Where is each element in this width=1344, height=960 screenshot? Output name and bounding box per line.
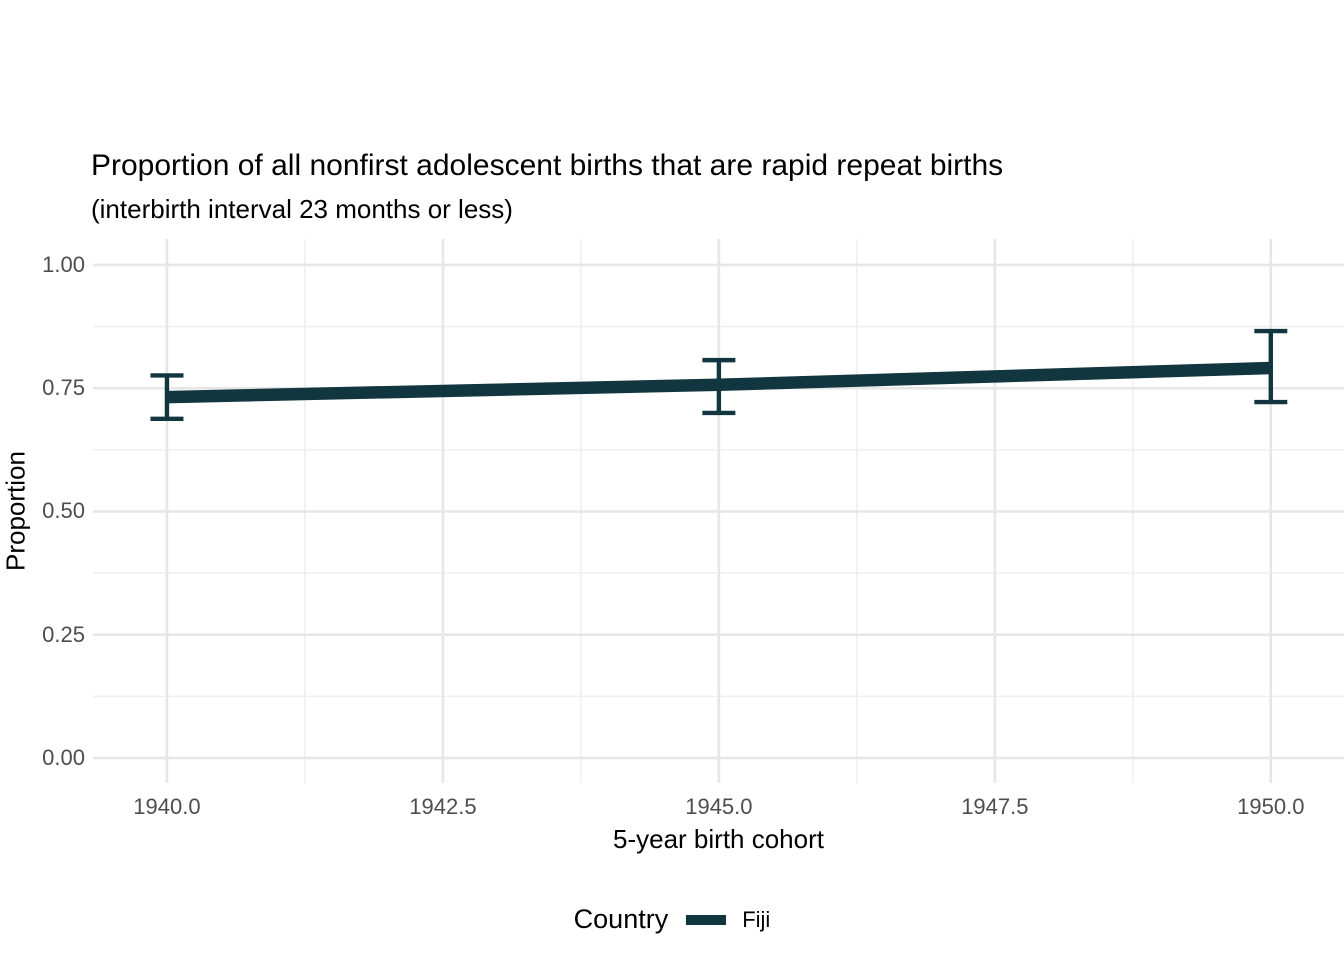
x-tick-label: 1940.0 [133, 794, 201, 819]
x-axis-title: 5-year birth cohort [613, 824, 824, 854]
legend-key-line [686, 914, 727, 925]
chart-title: Proportion of all nonfirst adolescent bi… [91, 149, 1004, 182]
y-tick-label: 0.25 [42, 621, 85, 647]
legend-label-fiji: Fiji [742, 906, 771, 932]
x-tick-label: 1950.0 [1237, 794, 1305, 819]
y-tick-label: 0.50 [42, 498, 85, 524]
x-tick-label: 1947.5 [961, 794, 1029, 819]
chart-subtitle: (interbirth interval 23 months or less) [91, 194, 513, 224]
x-tick-label: 1942.5 [409, 794, 477, 819]
y-tick-label: 0.00 [42, 745, 85, 770]
plot-panel [93, 239, 1344, 783]
chart-canvas [93, 239, 1344, 783]
legend: Country Fiji [0, 904, 1344, 935]
y-tick-label: 1.00 [42, 251, 85, 277]
y-tick-label: 0.75 [42, 375, 85, 401]
x-tick-label: 1945.0 [685, 794, 753, 819]
legend-title: Country [573, 904, 669, 934]
